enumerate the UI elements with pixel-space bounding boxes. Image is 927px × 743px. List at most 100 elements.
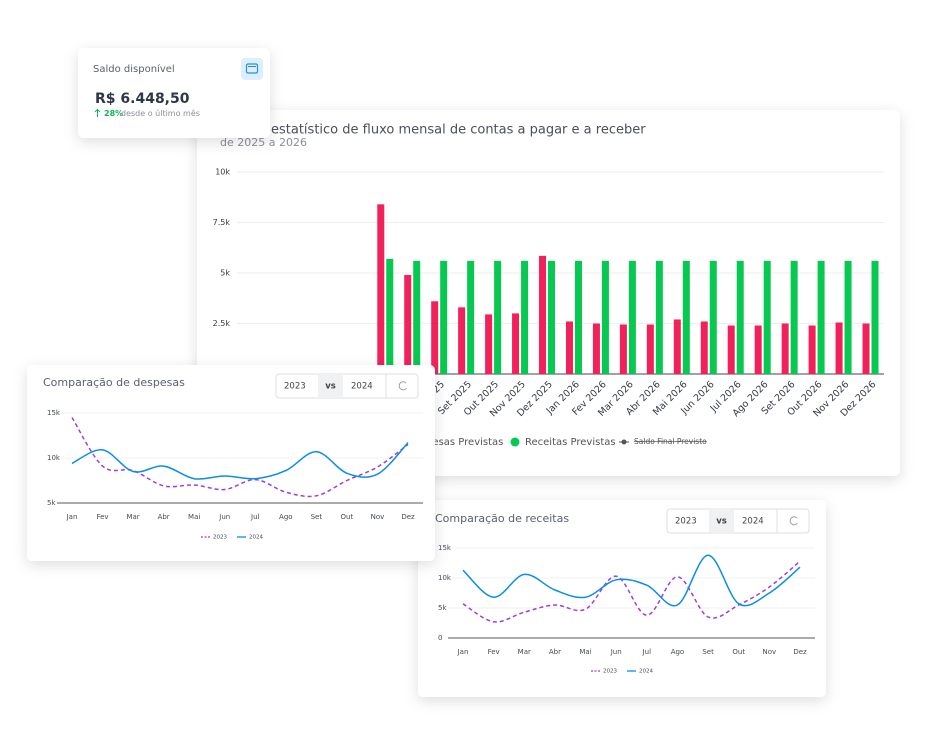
bar xyxy=(413,260,421,374)
year-to[interactable]: 2024 xyxy=(742,517,764,527)
bar xyxy=(646,324,654,374)
bar xyxy=(548,260,556,374)
x-tick-label: Fev xyxy=(488,648,500,656)
year-from[interactable]: 2023 xyxy=(284,382,306,392)
legend-label[interactable]: Saldo Final Previsto xyxy=(634,437,707,446)
bar xyxy=(700,321,708,374)
x-tick-label: Fev xyxy=(96,513,108,521)
card-bg xyxy=(78,48,270,138)
bar xyxy=(574,260,582,374)
x-tick-label: Mai xyxy=(188,513,200,521)
x-tick-label: Jun xyxy=(610,648,622,656)
bar xyxy=(763,260,771,374)
bar xyxy=(673,319,681,374)
x-tick-label: Jan xyxy=(457,648,469,656)
bar xyxy=(539,255,547,374)
balance-value: R$ 6.448,50 xyxy=(95,91,190,107)
year-from[interactable]: 2023 xyxy=(675,517,697,527)
x-tick-label: Nov xyxy=(763,648,777,656)
line-series xyxy=(462,560,801,623)
legend-label[interactable]: 2023 xyxy=(603,669,617,675)
x-tick-label: Ago xyxy=(671,648,685,656)
line-series xyxy=(462,554,801,607)
bar xyxy=(458,307,466,374)
chart-title: Comparação de despesas xyxy=(43,376,185,389)
vs-label: vs xyxy=(325,382,336,392)
x-tick-label: Set xyxy=(311,513,323,521)
bar xyxy=(601,260,609,374)
compare-control[interactable] xyxy=(275,373,419,399)
x-tick-label: Jun xyxy=(218,513,230,521)
bar xyxy=(682,260,690,374)
legend-label[interactable]: 2024 xyxy=(639,669,653,675)
x-tick-label: Jul xyxy=(642,648,652,656)
wallet-icon xyxy=(241,58,263,80)
y-tick-label: 2.5k xyxy=(213,319,231,328)
bar xyxy=(521,260,529,374)
change-note: desde o último mês xyxy=(121,108,200,118)
y-tick-label: 15k xyxy=(47,409,61,417)
bar xyxy=(440,260,448,374)
y-tick-label: 10k xyxy=(47,454,61,462)
legend-label[interactable]: 2024 xyxy=(249,535,263,541)
chart-subtitle: de 2025 a 2026 xyxy=(220,136,307,149)
card-title: Saldo disponível xyxy=(93,63,175,75)
refresh-icon[interactable] xyxy=(398,381,407,391)
legend-label[interactable]: Despesas Previstas xyxy=(407,437,503,448)
bar xyxy=(628,260,636,374)
x-tick-label: Set xyxy=(702,648,714,656)
y-tick-label: 5k xyxy=(438,604,447,612)
x-tick-label: Jan xyxy=(66,513,78,521)
y-tick-label: 5k xyxy=(220,269,230,278)
x-tick-label: Dez xyxy=(793,648,807,656)
x-tick-label: Abr xyxy=(158,513,170,521)
bar xyxy=(871,260,879,374)
x-tick-label: Mai xyxy=(579,648,591,656)
bar xyxy=(790,260,798,374)
bar xyxy=(565,321,573,374)
compare-control[interactable] xyxy=(666,508,810,534)
legend-label[interactable]: 2023 xyxy=(213,535,227,541)
line-series xyxy=(71,442,409,480)
bar xyxy=(709,260,717,374)
bar xyxy=(485,314,493,374)
bar xyxy=(754,325,762,374)
bar xyxy=(781,323,789,374)
x-tick-label: Out xyxy=(732,648,745,656)
x-tick-label: Out xyxy=(341,513,354,521)
balance-card: Saldo disponível R$ 6.448,50 28% desde o… xyxy=(78,48,270,138)
legend-label[interactable]: Receitas Previstas xyxy=(525,437,616,448)
vs-bg xyxy=(318,374,343,398)
bar xyxy=(467,260,475,374)
chart-title: Comparação de receitas xyxy=(435,512,569,525)
bar xyxy=(619,324,627,374)
x-tick-label: Dez xyxy=(401,513,415,521)
year-to[interactable]: 2024 xyxy=(351,382,373,392)
x-tick-label: Abr xyxy=(549,648,561,656)
bar xyxy=(862,323,870,374)
y-tick-label: 0 xyxy=(438,634,442,642)
bar xyxy=(404,275,412,374)
y-tick-label: 10k xyxy=(438,574,452,582)
card-bg xyxy=(27,365,435,561)
card-bg xyxy=(418,500,826,697)
bar xyxy=(494,260,502,374)
chart-title: estatístico de fluxo mensal de contas a … xyxy=(271,123,646,138)
up-arrow xyxy=(94,108,101,117)
bar xyxy=(386,258,394,374)
bar xyxy=(808,325,816,374)
bar xyxy=(727,325,735,374)
x-tick-label: Ago xyxy=(279,513,293,521)
change-value: 28% xyxy=(104,109,123,118)
y-tick-label: 7.5k xyxy=(213,218,231,227)
bar xyxy=(655,260,663,374)
refresh-icon[interactable] xyxy=(789,516,798,526)
vs-bg xyxy=(709,509,734,533)
bar xyxy=(431,301,439,374)
y-tick-label: 15k xyxy=(438,544,452,552)
x-tick-label: Jul xyxy=(250,513,260,521)
bar xyxy=(736,260,744,374)
y-tick-label: 5k xyxy=(47,499,56,507)
x-tick-label: Nov xyxy=(371,513,385,521)
